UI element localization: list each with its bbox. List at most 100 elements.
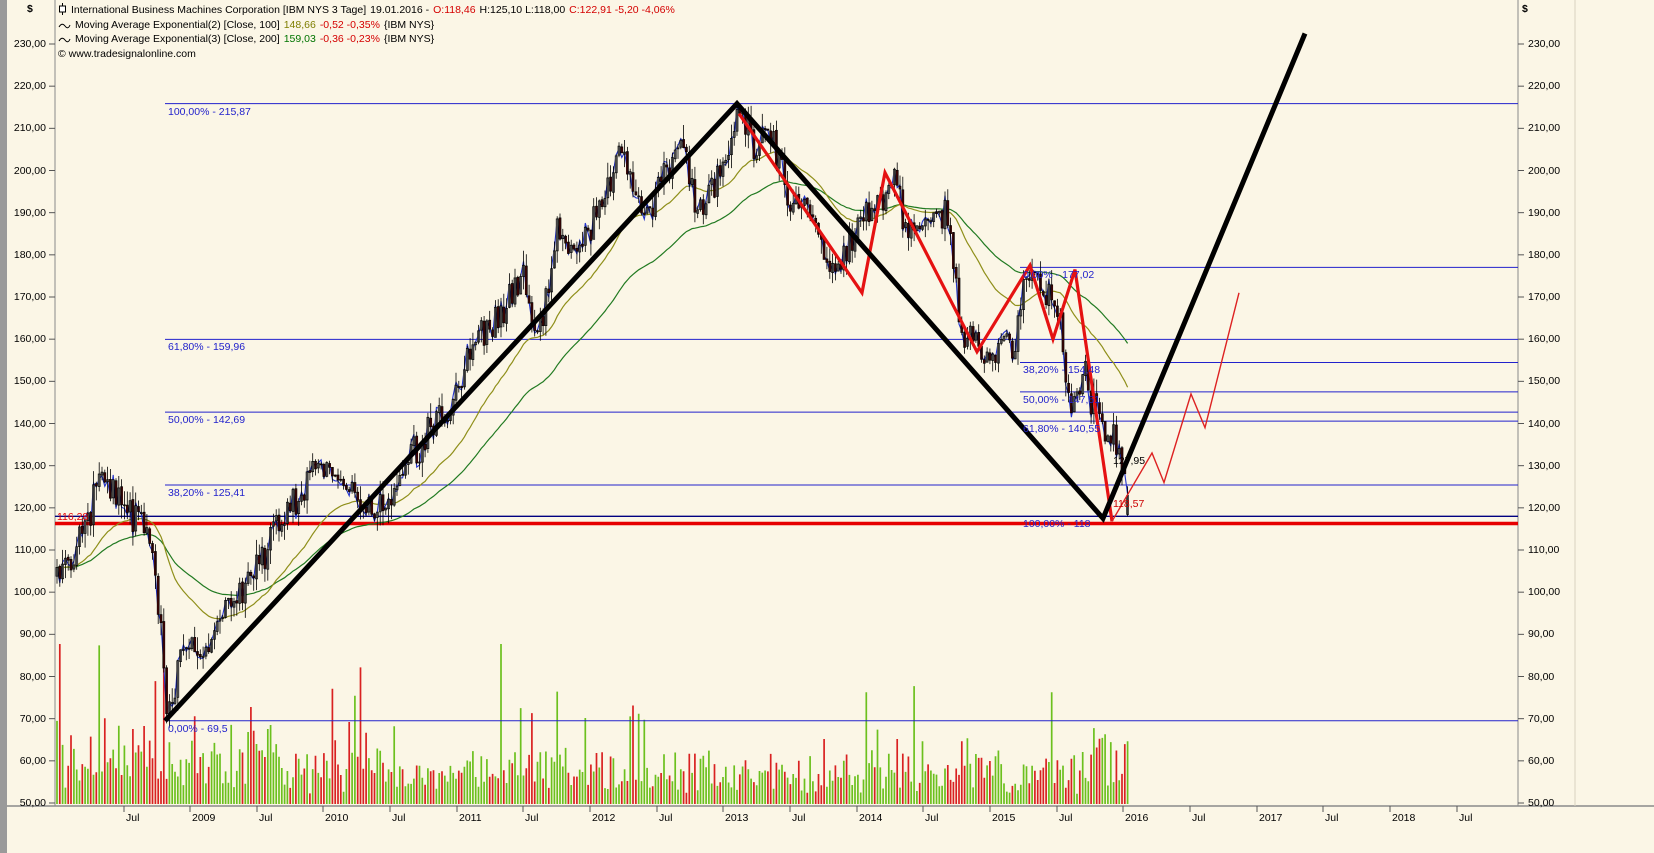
y-axis-tick-label-left: 70,00: [19, 712, 46, 725]
y-axis-tick-label-left: 50,00: [19, 797, 46, 809]
y-axis-tick-label-left: 170,00: [13, 291, 46, 303]
ma100-symbol: {IBM NYS}: [383, 18, 435, 31]
y-axis-tick-label-left: 210,00: [13, 122, 46, 135]
y-axis-tick-label-right: 150,00: [1528, 375, 1561, 388]
y-axis-tick-label-right: 80,00: [1528, 670, 1555, 683]
ma100-change: -0,52 -0,35%: [319, 18, 380, 31]
fib-level-label: 0,00% - 177,02: [1023, 269, 1095, 282]
y-axis-tick-label-left: 160,00: [13, 333, 46, 346]
price-annotation: 118,57: [1113, 498, 1145, 510]
fib-level-label: 100,00% - 118: [1023, 518, 1091, 531]
wave-icon: [58, 34, 71, 49]
volume-bars-up: [56, 644, 1129, 804]
y-axis-tick-label-right: 60,00: [1528, 754, 1555, 767]
window-edge: [0, 0, 7, 853]
fib-level-label: 61,80% - 140,55: [1023, 423, 1101, 436]
ma200-value: 159,03: [283, 33, 316, 45]
y-axis-tick-label-left: 180,00: [13, 248, 46, 261]
instrument-legend-row[interactable]: International Business Machines Corporat…: [58, 3, 679, 18]
y-axis-tick-label-left: 90,00: [19, 628, 46, 641]
y-axis-tick-label-right: 170,00: [1528, 291, 1561, 303]
instrument-title: International Business Machines Corporat…: [71, 4, 367, 16]
candlestick-icon: [58, 3, 67, 20]
x-axis-tick-label: Jul: [792, 812, 806, 824]
ma100-name: Moving Average Exponential(2) [Close, 10…: [75, 18, 280, 31]
x-axis-tick-label: Jul: [525, 812, 539, 824]
red-projection-zigzag[interactable]: [1111, 292, 1240, 522]
chart-legend: International Business Machines Corporat…: [58, 3, 679, 61]
copyright: © www.tradesignalonline.com: [58, 47, 196, 60]
y-axis-tick-label-left: 120,00: [13, 501, 46, 514]
x-axis-tick-label: 2016: [1125, 812, 1149, 824]
y-axis-tick-label-left: 60,00: [19, 754, 46, 767]
x-axis-tick-label: Jul: [1459, 812, 1473, 824]
x-axis-tick-label: 2014: [859, 812, 883, 824]
y-axis-tick-label-left: 140,00: [13, 417, 46, 430]
x-axis-tick-label: 2009: [192, 812, 216, 824]
x-axis-tick-label: Jul: [392, 812, 406, 824]
y-axis-tick-label-left: 110,00: [14, 544, 46, 556]
fib-level-label: 100,00% - 215,87: [168, 105, 251, 118]
price-annotation: 127,95: [1113, 455, 1146, 467]
y-axis-tick-label-right: 130,00: [1528, 459, 1561, 472]
fib-level-label: 50,00% - 147,51: [1023, 393, 1101, 406]
x-axis-tick-label: 2012: [592, 812, 616, 824]
y-axis-tick-label-right: 230,00: [1528, 38, 1561, 50]
black-trend-line[interactable]: [163, 32, 1308, 723]
x-axis-tick-label: Jul: [259, 812, 273, 824]
fib-level-label: 61,80% - 159,96: [168, 341, 246, 354]
y-axis-tick-label-left: 130,00: [13, 459, 46, 472]
y-axis-tick-label-right: 50,00: [1528, 797, 1555, 809]
quote-high-low: H:125,10 L:118,00: [479, 4, 566, 16]
x-axis-tick-label: 2015: [992, 812, 1016, 824]
quote-close-change: C:122,91 -5,20 -4,06%: [569, 4, 675, 16]
y-axis-tick-label-left: 150,00: [13, 375, 46, 388]
y-axis-tick-label-right: 120,00: [1528, 501, 1561, 514]
y-axis-tick-label-left: 190,00: [13, 206, 46, 219]
y-axis-tick-label-right: 220,00: [1528, 80, 1561, 93]
y-axis-tick-label-right: 160,00: [1528, 333, 1561, 346]
price-annotation: 116,28: [57, 511, 89, 523]
ma100-value: 148,66: [283, 18, 316, 31]
red-zigzag-trend[interactable]: [737, 112, 1114, 522]
ma200-legend-row[interactable]: Moving Average Exponential(3) [Close, 20…: [58, 32, 679, 47]
left-axis-currency: $: [27, 3, 33, 15]
y-axis-tick-label-left: 100,00: [13, 586, 46, 599]
x-axis-tick-label: Jul: [126, 812, 140, 824]
x-axis-tick-label: Jul: [1059, 812, 1073, 824]
y-axis-tick-label-right: 190,00: [1528, 206, 1561, 219]
fib-level-label: 38,20% - 125,41: [168, 487, 246, 500]
y-axis-tick-label-right: 90,00: [1528, 628, 1555, 641]
right-axis-currency: $: [1522, 3, 1528, 15]
quote-date: 19.01.2016 -: [370, 4, 430, 16]
y-axis-tick-label-right: 140,00: [1528, 417, 1561, 430]
x-axis-tick-label: 2018: [1392, 812, 1416, 824]
y-axis-tick-label-left: 220,00: [13, 80, 46, 93]
ma200-symbol: {IBM NYS}: [383, 33, 435, 45]
x-axis-tick-label: 2011: [459, 812, 482, 824]
y-axis-tick-label-right: 200,00: [1528, 164, 1561, 177]
ema-100-line: [56, 151, 1129, 620]
ma200-name: Moving Average Exponential(3) [Close, 20…: [75, 33, 280, 45]
y-axis-tick-label-right: 70,00: [1528, 712, 1555, 725]
x-axis-tick-label: 2017: [1259, 812, 1283, 824]
x-axis-tick-label: Jul: [1192, 812, 1206, 824]
y-axis-tick-label-right: 100,00: [1528, 586, 1561, 599]
fib-level-label: 0,00% - 69,5: [168, 722, 228, 735]
x-axis-tick-label: Jul: [925, 812, 939, 824]
x-axis-tick-label: Jul: [659, 812, 673, 824]
ma100-legend-row[interactable]: Moving Average Exponential(2) [Close, 10…: [58, 18, 679, 33]
x-axis-tick-label: 2013: [725, 812, 749, 824]
x-axis-tick-label: 2010: [325, 812, 349, 824]
wave-icon: [58, 20, 71, 35]
quote-open: O:118,46: [433, 4, 476, 16]
y-axis-tick-label-left: 80,00: [19, 670, 46, 683]
candlestick-series: [55, 102, 1129, 728]
y-axis-tick-label-right: 110,00: [1528, 544, 1560, 556]
fib-level-label: 38,20% - 154,48: [1023, 364, 1101, 377]
y-axis-tick-label-right: 180,00: [1528, 248, 1561, 261]
y-axis-tick-label-left: 200,00: [13, 164, 46, 177]
ema-200-line: [56, 180, 1129, 597]
